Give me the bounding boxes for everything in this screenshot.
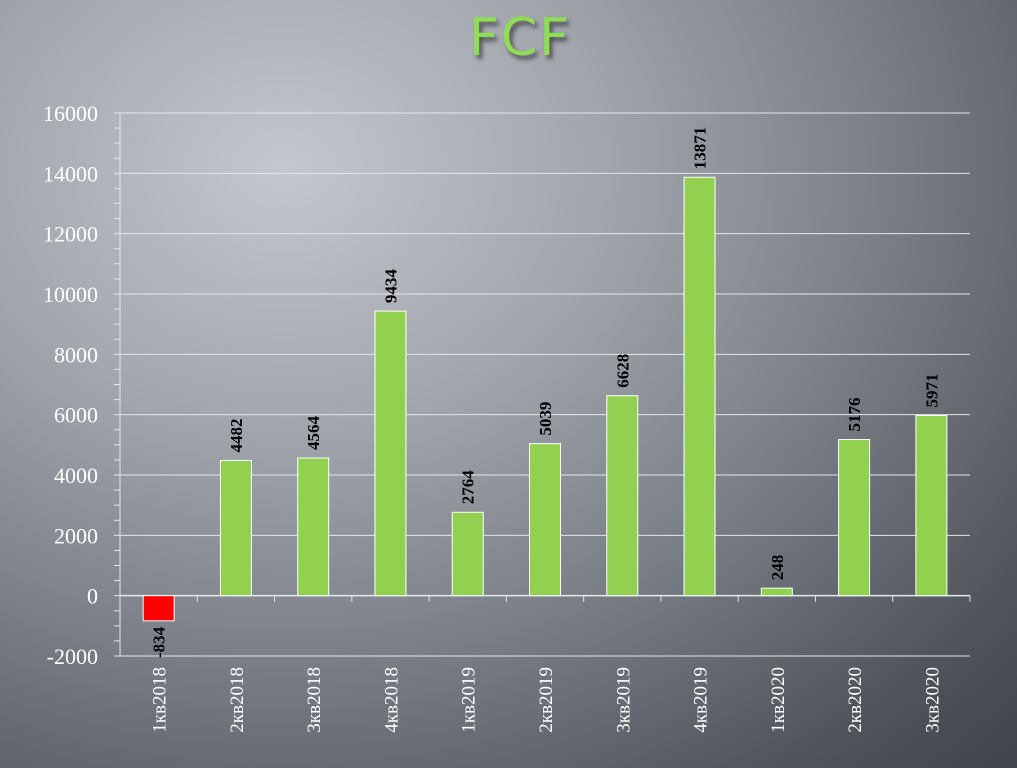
bar-1кв2018 <box>142 595 175 622</box>
category-label: 3кв2018 <box>304 667 325 733</box>
data-label: 6628 <box>613 354 632 388</box>
category-label: 1кв2020 <box>768 667 789 733</box>
bar-layer <box>142 176 948 622</box>
bar-2кв2018 <box>219 459 252 597</box>
y-tick-label: 0 <box>87 584 98 609</box>
category-label: 3кв2019 <box>613 667 634 733</box>
bar-4кв2018 <box>374 310 407 597</box>
y-tick-label: 4000 <box>54 463 98 488</box>
y-tick-label: -2000 <box>47 644 98 669</box>
data-label: 5176 <box>845 398 864 432</box>
y-tick-label: 12000 <box>43 222 98 247</box>
bar-4кв2019 <box>683 176 716 597</box>
bar-1кв2020 <box>760 587 793 597</box>
category-label: 1кв2018 <box>150 667 171 733</box>
bar-1кв2019 <box>451 511 484 597</box>
category-label: 3кв2020 <box>922 667 943 733</box>
y-tick-label: 14000 <box>43 161 98 186</box>
data-label: 248 <box>768 555 787 581</box>
category-label: 4кв2018 <box>381 667 402 733</box>
bar-2кв2020 <box>838 439 871 597</box>
category-label: 4кв2019 <box>691 667 712 733</box>
data-label: 4482 <box>227 418 246 452</box>
data-label: -834 <box>150 626 169 658</box>
category-label: 2кв2019 <box>536 667 557 733</box>
data-label: 13871 <box>691 127 710 170</box>
y-tick-label: 16000 <box>43 101 98 126</box>
data-label: 9434 <box>381 269 400 304</box>
bar-3кв2020 <box>915 415 948 597</box>
bar-2кв2019 <box>529 443 561 597</box>
y-tick-label: 6000 <box>54 403 98 428</box>
bar-3кв2018 <box>297 457 330 597</box>
axis-layer: -2000 0 2000 4000 6000 8000 10000 12000 14000 160… <box>43 101 971 669</box>
data-label: 5039 <box>536 402 555 436</box>
y-tick-label: 10000 <box>43 282 98 307</box>
slide-title: FCF <box>468 8 572 68</box>
bar-3кв2019 <box>606 395 639 597</box>
category-label: 2кв2018 <box>227 667 248 733</box>
y-tick-label: 2000 <box>54 523 98 548</box>
data-label: 4564 <box>304 415 323 450</box>
category-label: 1кв2019 <box>459 667 480 733</box>
label-layer: -834 1кв2018 4482 2кв2018 4564 3кв2018 9434 4кв… <box>150 127 944 733</box>
data-label: 5971 <box>922 374 941 408</box>
y-tick-label: 8000 <box>54 342 98 367</box>
data-label: 2764 <box>459 470 478 505</box>
category-label: 2кв2020 <box>845 667 866 733</box>
